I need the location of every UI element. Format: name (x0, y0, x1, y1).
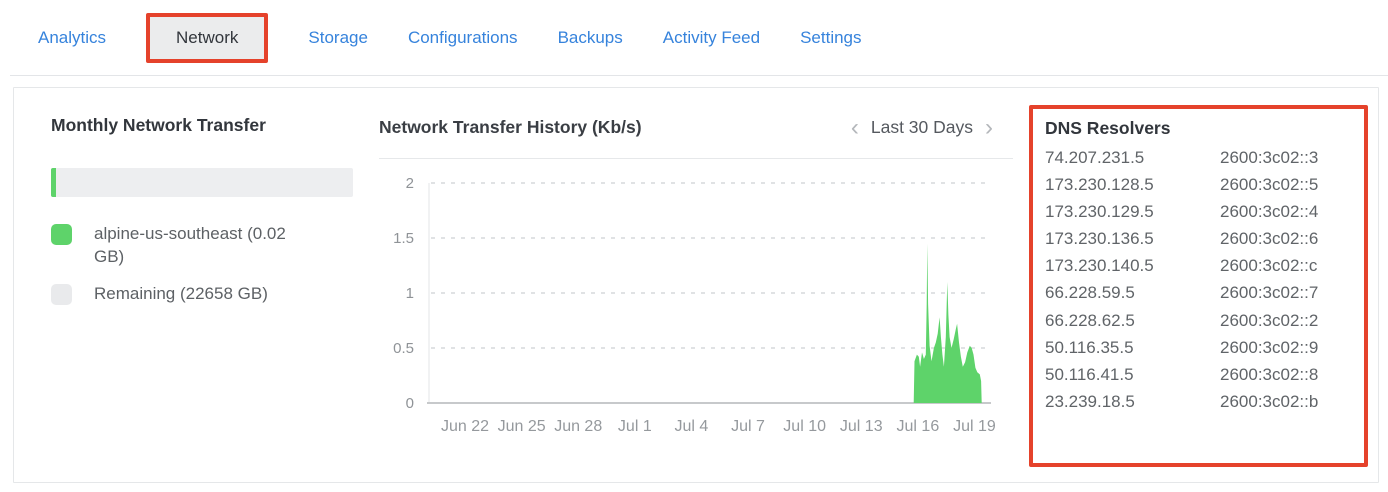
tab-activity-feed[interactable]: Activity Feed (662, 28, 761, 47)
previous-range-icon[interactable]: ‹ (850, 113, 859, 141)
y-axis-tick-label: 0 (406, 395, 414, 412)
dns-ipv6-address: 2600:3c02::6 (1220, 229, 1319, 249)
chart-header-divider (379, 158, 1013, 159)
x-axis-tick-label: Jul 7 (731, 418, 765, 435)
dns-resolver-row: 173.230.129.5 2600:3c02::4 (1045, 198, 1356, 225)
dns-resolver-row: 173.230.136.5 2600:3c02::6 (1045, 225, 1356, 252)
transfer-area-series (913, 243, 982, 403)
x-axis-tick-label: Jun 22 (441, 418, 489, 435)
network-panel: Monthly Network Transfer alpine-us-south… (13, 87, 1379, 483)
x-axis-tick-label: Jul 4 (675, 418, 709, 435)
next-range-icon[interactable]: › (985, 113, 993, 141)
tab-configurations[interactable]: Configurations (407, 28, 518, 47)
legend-item: Remaining (22658 GB) (51, 282, 312, 305)
legend-label: Remaining (22658 GB) (94, 284, 268, 303)
dns-ipv6-address: 2600:3c02::3 (1220, 148, 1319, 167)
tab-settings[interactable]: Settings (800, 28, 862, 47)
dns-ipv4-address: 173.230.129.5 (1045, 202, 1154, 222)
x-axis-tick-label: Jul 1 (618, 418, 652, 435)
tab-storage[interactable]: Storage (308, 28, 368, 47)
dns-ipv6-address: 2600:3c02::7 (1220, 283, 1319, 303)
dns-resolver-row: 173.230.128.5 2600:3c02::5 (1045, 171, 1356, 198)
transfer-usage-bar (51, 168, 353, 197)
x-axis-tick-label: Jun 25 (498, 418, 546, 435)
dns-ipv4-address: 173.230.140.5 (1045, 256, 1154, 276)
transfer-legend: alpine-us-southeast (0.02 GB) Remaining (… (51, 222, 312, 319)
dns-ipv4-address: 74.207.231.5 (1045, 148, 1145, 167)
legend-swatch-icon (51, 284, 72, 305)
dns-ipv6-address: 2600:3c02::9 (1220, 337, 1319, 357)
tab-bar: Analytics Network Storage Configurations Bac… (0, 0, 1388, 76)
legend-item: alpine-us-southeast (0.02 GB) (51, 222, 312, 268)
y-axis-tick-label: 0.5 (393, 340, 414, 357)
dns-resolvers-title: DNS Resolvers (1045, 118, 1171, 138)
dns-ipv4-address: 66.228.62.5 (1045, 310, 1135, 330)
transfer-history-section: Network Transfer History (Kb/s) ‹ Last 3… (379, 88, 1019, 482)
dns-ipv4-address: 173.230.128.5 (1045, 175, 1154, 195)
dns-ipv4-address: 50.116.41.5 (1045, 364, 1134, 384)
dns-ipv4-address: 173.230.136.5 (1045, 229, 1154, 249)
dns-ipv4-address: 50.116.35.5 (1045, 337, 1134, 357)
dns-ipv6-address: 2600:3c02::c (1220, 256, 1318, 276)
dns-resolver-row: 74.207.231.5 2600:3c02::3 (1045, 144, 1356, 171)
dns-ipv6-address: 2600:3c02::b (1220, 391, 1319, 411)
dns-resolver-row: 50.116.35.5 2600:3c02::9 (1045, 334, 1356, 361)
dns-resolvers-list: 74.207.231.5 2600:3c02::3 173.230.128.5 260… (1045, 144, 1356, 415)
monthly-network-transfer-section: Monthly Network Transfer alpine-us-south… (51, 88, 361, 482)
dns-ipv6-address: 2600:3c02::8 (1220, 364, 1319, 384)
dns-ipv6-address: 2600:3c02::4 (1220, 202, 1319, 222)
tab-bar-divider (10, 75, 1388, 76)
x-axis-tick-label: Jul 13 (840, 418, 883, 435)
dns-ipv4-address: 23.239.18.5 (1045, 391, 1135, 411)
legend-label: alpine-us-southeast (0.02 GB) (94, 224, 286, 266)
tab-network[interactable]: Network (146, 13, 269, 63)
tab-analytics[interactable]: Analytics (38, 28, 107, 47)
date-range-nav: ‹ Last 30 Days › (850, 113, 993, 141)
y-axis-tick-label: 1.5 (393, 230, 414, 247)
y-axis-tick-label: 2 (406, 175, 414, 192)
y-axis-tick-label: 1 (406, 285, 414, 302)
dns-ipv6-address: 2600:3c02::2 (1220, 310, 1319, 330)
dns-resolver-row: 23.239.18.5 2600:3c02::b (1045, 388, 1356, 415)
x-axis-tick-label: Jul 19 (953, 418, 996, 435)
dns-ipv4-address: 66.228.59.5 (1045, 283, 1135, 303)
date-range-label: Last 30 Days (870, 117, 973, 137)
tab-backups[interactable]: Backups (557, 28, 623, 47)
chart-title: Network Transfer History (Kb/s) (379, 117, 642, 137)
dns-ipv6-address: 2600:3c02::5 (1220, 175, 1319, 195)
network-transfer-chart: 0 0.5 1 1.5 2 Jun 22 Jun 25 Jun 28 Jul 1 Jul 4 Jul… (393, 175, 996, 435)
legend-swatch-icon (51, 224, 72, 245)
dns-resolver-row: 50.116.41.5 2600:3c02::8 (1045, 361, 1356, 388)
monthly-transfer-title: Monthly Network Transfer (51, 115, 266, 135)
x-axis-tick-label: Jun 28 (554, 418, 602, 435)
dns-resolver-row: 66.228.62.5 2600:3c02::2 (1045, 307, 1356, 334)
x-axis-tick-label: Jul 10 (783, 418, 826, 435)
dns-resolver-row: 173.230.140.5 2600:3c02::c (1045, 252, 1356, 279)
dns-resolver-row: 66.228.59.5 2600:3c02::7 (1045, 279, 1356, 306)
x-axis-tick-label: Jul 16 (897, 418, 940, 435)
transfer-used-fill (51, 168, 56, 197)
